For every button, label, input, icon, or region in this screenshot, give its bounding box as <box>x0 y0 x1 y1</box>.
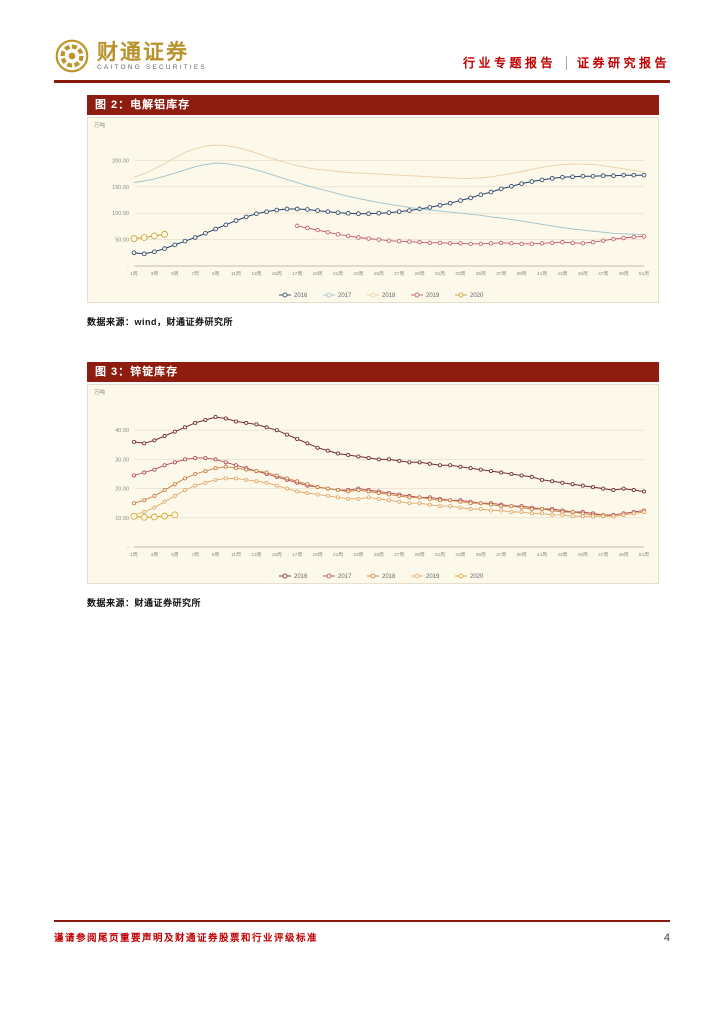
svg-text:30.00: 30.00 <box>115 457 129 463</box>
svg-text:51周: 51周 <box>639 552 649 558</box>
svg-text:200.00: 200.00 <box>112 158 129 164</box>
svg-text:27周: 27周 <box>394 552 404 558</box>
figure-2-title-bar: 图 2：电解铝库存 <box>87 95 659 115</box>
svg-text:2016: 2016 <box>294 574 308 580</box>
svg-text:2016: 2016 <box>294 293 308 299</box>
zinc-inventory-chart: - 10.00 20.00 30.00 40.00 万吨 1周 3周 5周 7周 9周 11周 13周 1… <box>94 388 649 580</box>
svg-text:11周: 11周 <box>231 271 241 277</box>
svg-text:35周: 35周 <box>476 271 486 277</box>
svg-text:13周: 13周 <box>251 271 261 277</box>
figure-2-source: 数据来源：wind，财通证券研究所 <box>87 317 233 327</box>
svg-text:19周: 19周 <box>313 271 323 277</box>
svg-text:41周: 41周 <box>537 552 547 558</box>
svg-text:45周: 45周 <box>578 552 588 558</box>
logo-title: 财通证券 <box>97 39 189 64</box>
zinc-inventory-chart-panel: - 10.00 20.00 30.00 40.00 万吨 1周 3周 5周 7周 9周 11周 13周 1… <box>87 384 659 584</box>
svg-text:20.00: 20.00 <box>115 487 129 493</box>
svg-text:43周: 43周 <box>557 271 567 277</box>
svg-text:31周: 31周 <box>435 271 445 277</box>
svg-text:19周: 19周 <box>313 552 323 558</box>
svg-text:27周: 27周 <box>394 271 404 277</box>
figure-2: 图 2：电解铝库存 - 50.00 100.00 150.00 200.00 万吨 1周 3周… <box>87 95 659 328</box>
svg-text:15周: 15周 <box>272 271 282 277</box>
logo-subtitle: CAITONG SECURITIES <box>97 64 207 71</box>
svg-text:50.00: 50.00 <box>115 238 129 244</box>
svg-text:37周: 37周 <box>496 271 506 277</box>
svg-text:49周: 49周 <box>619 271 629 277</box>
footer-disclaimer: 谨请参阅尾页重要声明及财通证券股票和行业评级标准 <box>54 933 319 944</box>
svg-text:17周: 17周 <box>292 552 302 558</box>
aluminum-inventory-chart: - 50.00 100.00 150.00 200.00 万吨 1周 3周 5周 7周 9周 11周 1… <box>94 121 649 299</box>
svg-text:3周: 3周 <box>151 271 159 277</box>
figure-3-source: 数据来源：财通证券研究所 <box>87 598 202 608</box>
svg-text:23周: 23周 <box>353 552 363 558</box>
svg-text:13周: 13周 <box>251 552 261 558</box>
svg-text:39周: 39周 <box>517 552 527 558</box>
svg-text:5周: 5周 <box>171 271 179 277</box>
svg-text:2017: 2017 <box>338 574 352 580</box>
svg-text:5周: 5周 <box>171 552 179 558</box>
page-number: 4 <box>663 932 670 944</box>
svg-text:150.00: 150.00 <box>112 185 129 191</box>
svg-text:45周: 45周 <box>578 271 588 277</box>
svg-text:17周: 17周 <box>292 271 302 277</box>
svg-text:33周: 33周 <box>455 271 465 277</box>
svg-text:1周: 1周 <box>130 271 138 277</box>
company-logo: 财通证券 CAITONG SECURITIES <box>54 38 207 74</box>
svg-text:31周: 31周 <box>435 552 445 558</box>
svg-text:23周: 23周 <box>353 271 363 277</box>
svg-text:40.00: 40.00 <box>115 428 129 434</box>
svg-text:37周: 37周 <box>496 552 506 558</box>
report-type-label: 行业专题报告 <box>462 56 556 70</box>
svg-text:2019: 2019 <box>426 293 440 299</box>
svg-text:2020: 2020 <box>470 574 484 580</box>
svg-text:2018: 2018 <box>382 293 396 299</box>
figure-3-title-bar: 图 3：锌锭库存 <box>87 362 659 382</box>
svg-text:29周: 29周 <box>415 271 425 277</box>
svg-text:21周: 21周 <box>333 271 343 277</box>
svg-text:-: - <box>127 545 129 551</box>
header-divider <box>565 55 567 70</box>
svg-text:51周: 51周 <box>639 271 649 277</box>
svg-text:-: - <box>127 264 129 270</box>
svg-text:3周: 3周 <box>151 552 159 558</box>
svg-text:39周: 39周 <box>517 271 527 277</box>
svg-text:47周: 47周 <box>598 552 608 558</box>
svg-text:49周: 49周 <box>619 552 629 558</box>
report-category-label: 证券研究报告 <box>576 56 670 70</box>
svg-text:25周: 25周 <box>374 552 384 558</box>
svg-text:43周: 43周 <box>557 552 567 558</box>
svg-text:35周: 35周 <box>476 552 486 558</box>
svg-text:15周: 15周 <box>272 552 282 558</box>
page-footer: 谨请参阅尾页重要声明及财通证券股票和行业评级标准 4 <box>54 920 670 944</box>
svg-text:21周: 21周 <box>333 552 343 558</box>
svg-text:7周: 7周 <box>191 552 199 558</box>
svg-text:100.00: 100.00 <box>112 211 129 217</box>
svg-text:万吨: 万吨 <box>94 388 106 396</box>
logo-emblem-icon <box>55 39 89 73</box>
logo-text: 财通证券 CAITONG SECURITIES <box>97 41 207 71</box>
svg-text:33周: 33周 <box>455 552 465 558</box>
svg-text:2017: 2017 <box>338 293 352 299</box>
svg-text:2020: 2020 <box>470 293 484 299</box>
svg-text:29周: 29周 <box>415 552 425 558</box>
svg-text:9周: 9周 <box>212 271 220 277</box>
svg-text:2019: 2019 <box>426 574 440 580</box>
aluminum-inventory-chart-panel: - 50.00 100.00 150.00 200.00 万吨 1周 3周 5周 7周 9周 11周 1… <box>87 117 659 303</box>
svg-text:25周: 25周 <box>374 271 384 277</box>
svg-text:9周: 9周 <box>212 552 220 558</box>
svg-text:7周: 7周 <box>191 271 199 277</box>
header-report-tags: 行业专题报告 证券研究报告 <box>463 54 670 74</box>
report-header: 财通证券 CAITONG SECURITIES 行业专题报告 证券研究报告 <box>54 38 670 83</box>
svg-text:10.00: 10.00 <box>115 516 129 522</box>
svg-text:1周: 1周 <box>130 552 138 558</box>
svg-text:47周: 47周 <box>598 271 608 277</box>
svg-text:11周: 11周 <box>231 552 241 558</box>
svg-text:万吨: 万吨 <box>94 121 106 129</box>
svg-text:41周: 41周 <box>537 271 547 277</box>
svg-text:2018: 2018 <box>382 574 396 580</box>
figure-3: 图 3：锌锭库存 - 10.00 20.00 30.00 40.00 万吨 1周 3周 5周 7周… <box>87 362 659 609</box>
